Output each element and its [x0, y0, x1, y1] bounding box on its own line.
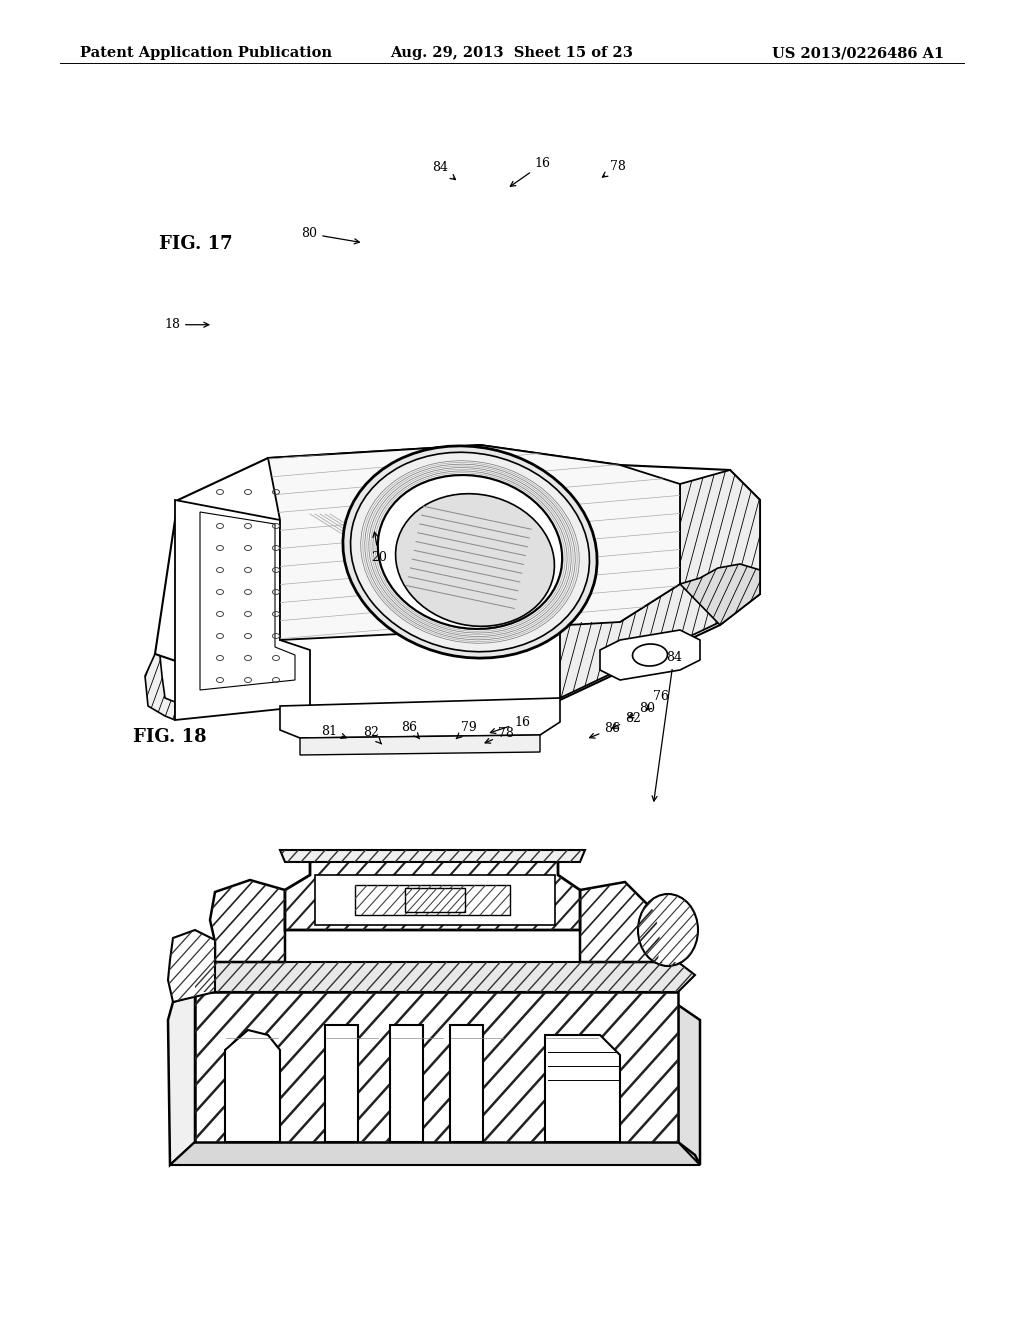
Text: 84: 84 [432, 161, 456, 180]
Ellipse shape [350, 453, 590, 652]
Polygon shape [600, 630, 700, 680]
Text: FIG. 17: FIG. 17 [159, 235, 232, 253]
Text: 18: 18 [164, 318, 209, 331]
Text: 81: 81 [321, 725, 346, 738]
Polygon shape [355, 884, 510, 915]
Polygon shape [175, 500, 310, 719]
Polygon shape [580, 882, 660, 962]
Polygon shape [638, 894, 698, 966]
Polygon shape [195, 962, 695, 993]
Polygon shape [200, 512, 295, 690]
Text: 86: 86 [401, 721, 420, 739]
Polygon shape [225, 1030, 280, 1142]
Polygon shape [210, 880, 285, 962]
Polygon shape [678, 1005, 700, 1166]
Polygon shape [450, 1026, 483, 1142]
Polygon shape [545, 1035, 620, 1142]
Text: 16: 16 [510, 157, 551, 186]
Polygon shape [195, 962, 695, 993]
Polygon shape [580, 882, 660, 962]
Polygon shape [280, 850, 585, 862]
Text: FIG. 18: FIG. 18 [133, 727, 207, 746]
Polygon shape [195, 993, 678, 1142]
Polygon shape [285, 861, 580, 931]
Polygon shape [406, 888, 465, 912]
Polygon shape [355, 884, 510, 915]
Polygon shape [145, 653, 175, 719]
Polygon shape [518, 544, 538, 582]
Polygon shape [280, 698, 560, 738]
Polygon shape [168, 995, 195, 1166]
Text: 79: 79 [457, 721, 477, 739]
Polygon shape [195, 993, 678, 1142]
Text: 84: 84 [652, 651, 682, 801]
Text: 86: 86 [590, 722, 621, 738]
Polygon shape [325, 1026, 358, 1142]
Ellipse shape [395, 494, 554, 626]
Text: 78: 78 [602, 160, 626, 177]
Ellipse shape [633, 644, 668, 667]
Polygon shape [168, 931, 215, 1002]
Polygon shape [268, 445, 680, 640]
Polygon shape [168, 931, 215, 1002]
Polygon shape [280, 850, 585, 862]
Text: 20: 20 [371, 532, 387, 564]
Text: Aug. 29, 2013  Sheet 15 of 23: Aug. 29, 2013 Sheet 15 of 23 [390, 46, 634, 61]
Polygon shape [155, 445, 760, 706]
Text: 76: 76 [646, 690, 669, 710]
Polygon shape [170, 1142, 700, 1166]
Polygon shape [300, 735, 540, 755]
Polygon shape [406, 888, 465, 912]
Polygon shape [680, 564, 760, 624]
Text: US 2013/0226486 A1: US 2013/0226486 A1 [772, 46, 944, 61]
Text: 82: 82 [612, 711, 641, 729]
Polygon shape [145, 653, 175, 719]
Polygon shape [210, 880, 285, 962]
Text: Patent Application Publication: Patent Application Publication [80, 46, 332, 61]
Polygon shape [560, 470, 760, 698]
Text: 80: 80 [629, 702, 655, 718]
Text: 78: 78 [485, 727, 514, 743]
Polygon shape [560, 470, 760, 698]
Polygon shape [285, 861, 580, 931]
Polygon shape [315, 875, 555, 925]
Polygon shape [680, 564, 760, 624]
Ellipse shape [638, 894, 698, 966]
Text: 80: 80 [301, 227, 359, 244]
Ellipse shape [378, 475, 562, 628]
Polygon shape [268, 445, 680, 640]
Polygon shape [390, 1026, 423, 1142]
Text: 16: 16 [490, 715, 530, 734]
Ellipse shape [343, 446, 597, 659]
Text: 82: 82 [362, 726, 382, 744]
